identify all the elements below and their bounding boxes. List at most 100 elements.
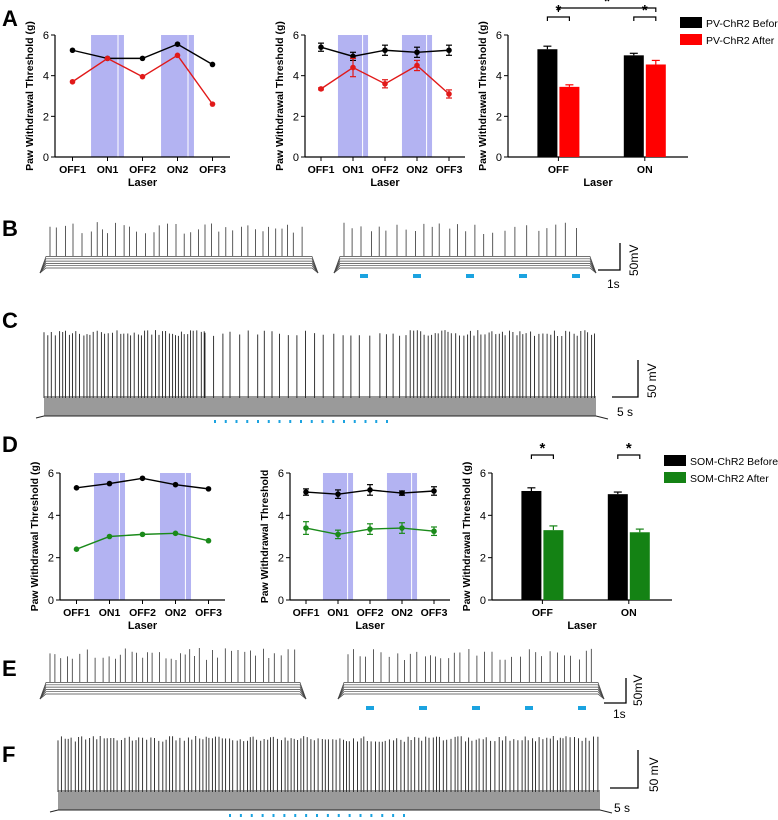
trace-baseline	[35, 415, 609, 420]
action-potentials	[347, 648, 592, 682]
trace-f-som-recording	[49, 736, 613, 817]
x-axis-label: Laser	[128, 177, 158, 189]
data-point	[431, 488, 437, 494]
data-point	[399, 490, 405, 496]
x-tick-label: ON2	[165, 607, 187, 619]
trace-baseline	[333, 260, 597, 274]
laser-pulse-marker	[316, 814, 318, 817]
y-tick-label: 6	[278, 468, 284, 480]
trace-baseline	[337, 691, 605, 700]
laser-pulse-marker	[214, 420, 216, 423]
legend-swatch	[680, 17, 702, 28]
bar	[537, 49, 558, 157]
laser-pulse-marker	[267, 420, 270, 423]
scale-c-voltage: 50 mV	[645, 363, 659, 398]
trace-baseline	[333, 265, 597, 274]
data-point	[69, 47, 76, 54]
laser-pulse-marker	[235, 420, 238, 423]
x-tick-label: OFF2	[129, 607, 156, 619]
laser-pulse-marker	[353, 420, 356, 423]
laser-pulse-marker	[289, 420, 292, 423]
laser-pulse-marker	[343, 420, 345, 423]
laser-pulse-marker	[370, 814, 373, 817]
panel-label-d: D	[2, 432, 18, 457]
x-tick-label: OFF1	[293, 607, 320, 619]
data-point	[172, 481, 179, 488]
x-axis-label: Laser	[583, 177, 613, 189]
action-potentials	[43, 330, 595, 398]
laser-pulse-marker	[472, 706, 480, 710]
scale-f-voltage: 50 mV	[647, 757, 661, 792]
laser-pulse-marker	[360, 274, 368, 278]
laser-pulse-marker	[413, 274, 421, 278]
x-tick-label: ON2	[406, 164, 428, 176]
x-tick-label: ON1	[327, 607, 349, 619]
laser-pulse-marker	[310, 420, 313, 423]
laser-pulse-marker	[321, 420, 324, 423]
action-potentials	[343, 222, 577, 256]
x-axis-label: Laser	[370, 177, 400, 189]
panel-label-e: E	[2, 656, 17, 681]
y-tick-label: 6	[48, 468, 54, 480]
significance-star: *	[604, 0, 610, 10]
y-tick-label: 2	[43, 111, 49, 123]
y-tick-label: 4	[278, 510, 284, 522]
laser-pulse-marker	[466, 274, 474, 278]
y-tick-label: 6	[480, 468, 486, 480]
trace-baseline	[39, 263, 319, 274]
y-tick-label: 0	[496, 152, 502, 164]
laser-pulse-marker	[246, 420, 249, 423]
trace-baseline	[39, 684, 307, 700]
legend-label: PV-ChR2 Before	[706, 18, 778, 30]
trace-baseline	[333, 267, 597, 274]
laser-pulse-marker	[337, 814, 340, 817]
scale-bar-c: 50 mV 5 s	[612, 360, 659, 419]
chart-a1-pv-timecourse: 0 2 4 6 OFF1 ON1 OFF2 ON2 OFF3 Laser Paw Withdrawa…	[24, 21, 230, 189]
trace-baseline	[39, 686, 307, 700]
data-point	[139, 475, 146, 482]
trace-baseline	[39, 693, 307, 700]
scale-b-voltage: 50mV	[627, 245, 641, 276]
x-axis-label: Laser	[567, 620, 597, 632]
data-point	[367, 487, 373, 493]
data-point	[104, 55, 111, 62]
significance-bracket	[530, 454, 555, 459]
y-tick-label: 0	[480, 595, 486, 607]
x-tick-label: OFF1	[308, 164, 335, 176]
trace-baseline	[39, 267, 319, 274]
data-point	[382, 81, 388, 87]
trace-baseline	[39, 256, 319, 274]
trace-baseline	[337, 689, 605, 700]
bar	[623, 55, 644, 158]
data-point	[69, 78, 76, 85]
laser-on-region	[159, 473, 192, 600]
data-point	[209, 61, 216, 68]
data-point	[73, 485, 80, 491]
data-point	[446, 91, 452, 97]
x-tick-label: ON	[621, 607, 637, 619]
data-point	[73, 546, 80, 552]
laser-pulse-marker	[419, 706, 427, 710]
y-tick-label: 4	[480, 510, 486, 522]
data-point	[106, 480, 113, 487]
laser-pulse-marker	[403, 814, 405, 817]
y-tick-label: 2	[48, 553, 54, 565]
data-point	[139, 531, 146, 538]
laser-pulse-marker	[332, 420, 335, 423]
legend-label: SOM-ChR2 After	[690, 473, 769, 485]
data-point	[318, 86, 324, 92]
scale-f-time: 5 s	[614, 801, 630, 815]
action-potentials	[49, 222, 303, 256]
y-tick-label: 4	[496, 71, 502, 83]
scale-bar-f: 50 mV 5 s	[610, 750, 661, 815]
chart-a3-pv-bar: 0 2 4 6 OFF ON Laser Paw Withdrawal Threshold (…	[477, 0, 778, 189]
laser-pulse-marker	[392, 814, 395, 817]
y-axis-label: Paw Withdrawal Threshold (g)	[461, 462, 473, 612]
x-tick-label: OFF2	[357, 607, 384, 619]
y-tick-label: 2	[278, 553, 284, 565]
y-tick-label: 2	[496, 111, 502, 123]
laser-pulse-marker	[578, 706, 586, 710]
y-tick-label: 0	[278, 595, 284, 607]
data-point	[303, 489, 309, 495]
significance-star: *	[642, 2, 648, 19]
